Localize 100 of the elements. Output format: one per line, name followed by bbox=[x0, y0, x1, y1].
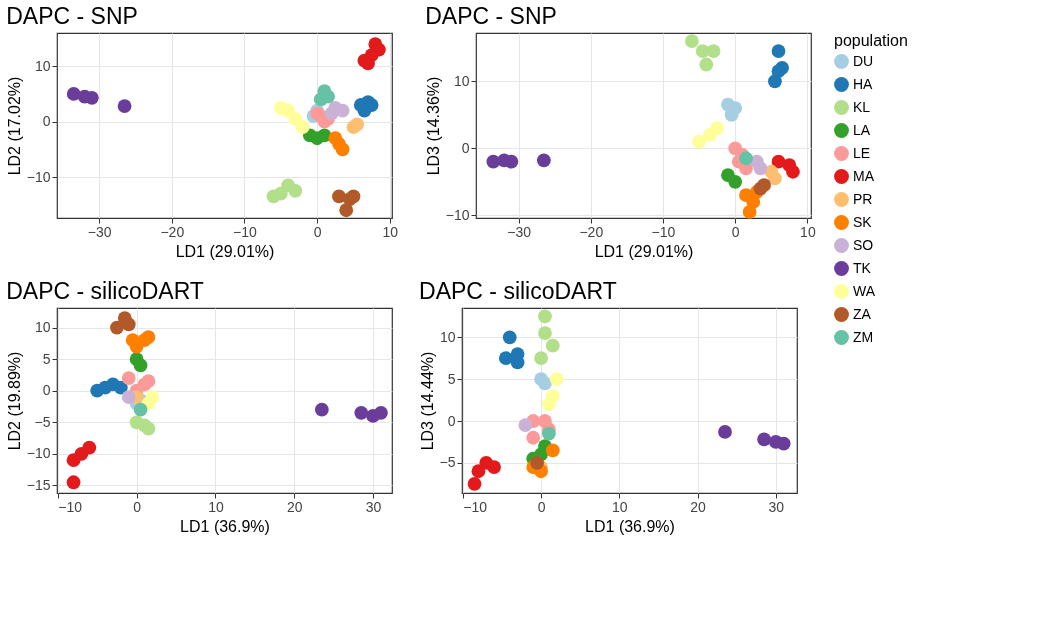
x-axis-title: LD1 (29.01%) bbox=[594, 242, 694, 260]
legend-label: TK bbox=[853, 259, 872, 276]
point bbox=[771, 64, 786, 79]
x-tick-label: 10 bbox=[800, 223, 816, 240]
point bbox=[538, 376, 552, 391]
legend-label: HA bbox=[853, 75, 874, 92]
point bbox=[728, 174, 743, 189]
y-tick-label: −15 bbox=[26, 476, 51, 493]
y-tick-label: 10 bbox=[34, 57, 51, 74]
point bbox=[339, 203, 354, 218]
point bbox=[141, 330, 156, 344]
point bbox=[753, 161, 768, 176]
y-tick-label: 0 bbox=[447, 412, 456, 429]
legend-label: WA bbox=[853, 282, 876, 299]
y-tick-label: −10 bbox=[445, 206, 470, 223]
x-tick-label: 30 bbox=[365, 498, 382, 515]
point bbox=[374, 405, 388, 420]
x-axis-title: LD1 (36.9%) bbox=[585, 517, 675, 535]
legend-label: SK bbox=[853, 213, 873, 230]
point bbox=[295, 120, 310, 135]
point bbox=[98, 380, 112, 395]
legend-label: ZA bbox=[853, 305, 872, 322]
point bbox=[314, 402, 329, 417]
y-tick-label: −5 bbox=[34, 413, 51, 430]
y-tick-label: 10 bbox=[439, 328, 456, 345]
point bbox=[137, 418, 152, 433]
point bbox=[541, 397, 556, 412]
point bbox=[549, 372, 564, 387]
legend-label: KL bbox=[853, 98, 871, 115]
point bbox=[121, 317, 136, 332]
y-tick-label: −5 bbox=[439, 454, 456, 471]
point bbox=[273, 100, 288, 115]
y-tick-label: 5 bbox=[447, 370, 456, 387]
point bbox=[288, 183, 303, 198]
y-tick-label: 0 bbox=[42, 382, 51, 399]
point bbox=[121, 390, 136, 404]
chart-title: DAPC - silicoDART bbox=[6, 278, 204, 304]
point bbox=[699, 57, 714, 72]
point bbox=[538, 309, 552, 324]
point bbox=[498, 351, 513, 366]
point bbox=[718, 425, 732, 439]
point bbox=[684, 34, 699, 48]
point bbox=[757, 432, 772, 447]
y-tick-label: 10 bbox=[453, 72, 470, 89]
x-tick-label: 20 bbox=[286, 498, 303, 515]
point bbox=[467, 476, 482, 491]
point bbox=[742, 205, 757, 219]
point bbox=[541, 426, 556, 441]
point bbox=[739, 151, 753, 166]
legend-label: SO bbox=[853, 236, 874, 253]
legend-label: ZM bbox=[853, 328, 874, 345]
legend-label: DU bbox=[853, 52, 874, 69]
point bbox=[545, 338, 560, 353]
point bbox=[538, 326, 552, 340]
point bbox=[710, 121, 725, 136]
point bbox=[273, 186, 288, 201]
point bbox=[335, 142, 350, 157]
point bbox=[771, 44, 786, 58]
point bbox=[504, 154, 519, 169]
x-tick-label: −20 bbox=[160, 223, 185, 240]
y-tick-label: 0 bbox=[42, 113, 51, 130]
point bbox=[346, 189, 361, 204]
x-axis-title: LD1 (36.9%) bbox=[180, 517, 270, 535]
x-tick-label: −20 bbox=[579, 223, 604, 240]
x-tick-label: 0 bbox=[313, 223, 322, 240]
point bbox=[354, 405, 369, 420]
point bbox=[776, 436, 791, 451]
y-axis-title: LD2 (19.89%) bbox=[5, 351, 23, 451]
legend-label: LA bbox=[853, 121, 871, 138]
y-tick-label: 5 bbox=[42, 350, 51, 367]
chart-title: DAPC - silicoDART bbox=[419, 278, 617, 304]
legend-label: LE bbox=[853, 144, 871, 161]
point bbox=[526, 430, 541, 445]
x-tick-label: −10 bbox=[58, 498, 83, 515]
point bbox=[66, 475, 81, 490]
point bbox=[692, 134, 706, 149]
point bbox=[117, 99, 132, 113]
point bbox=[141, 374, 156, 389]
point bbox=[113, 380, 128, 395]
point bbox=[328, 131, 343, 146]
y-tick-label: 10 bbox=[34, 319, 51, 336]
x-tick-label: 0 bbox=[537, 498, 546, 515]
y-tick-label: −10 bbox=[26, 445, 51, 462]
y-axis-title: LD3 (14.44%) bbox=[418, 351, 436, 451]
point bbox=[487, 460, 501, 474]
x-tick-label: −30 bbox=[507, 223, 532, 240]
x-tick-label: 10 bbox=[208, 498, 224, 515]
point bbox=[66, 453, 81, 468]
x-tick-label: −10 bbox=[651, 223, 676, 240]
chart-title: DAPC - SNP bbox=[6, 3, 138, 29]
point bbox=[706, 44, 721, 58]
point bbox=[121, 371, 136, 385]
legend-title: population bbox=[834, 32, 908, 49]
point bbox=[518, 418, 533, 433]
point bbox=[350, 117, 365, 132]
x-axis-title: LD1 (29.01%) bbox=[175, 242, 275, 260]
x-tick-label: −10 bbox=[233, 223, 258, 240]
point bbox=[757, 178, 771, 193]
point bbox=[545, 443, 560, 458]
point bbox=[534, 351, 548, 366]
